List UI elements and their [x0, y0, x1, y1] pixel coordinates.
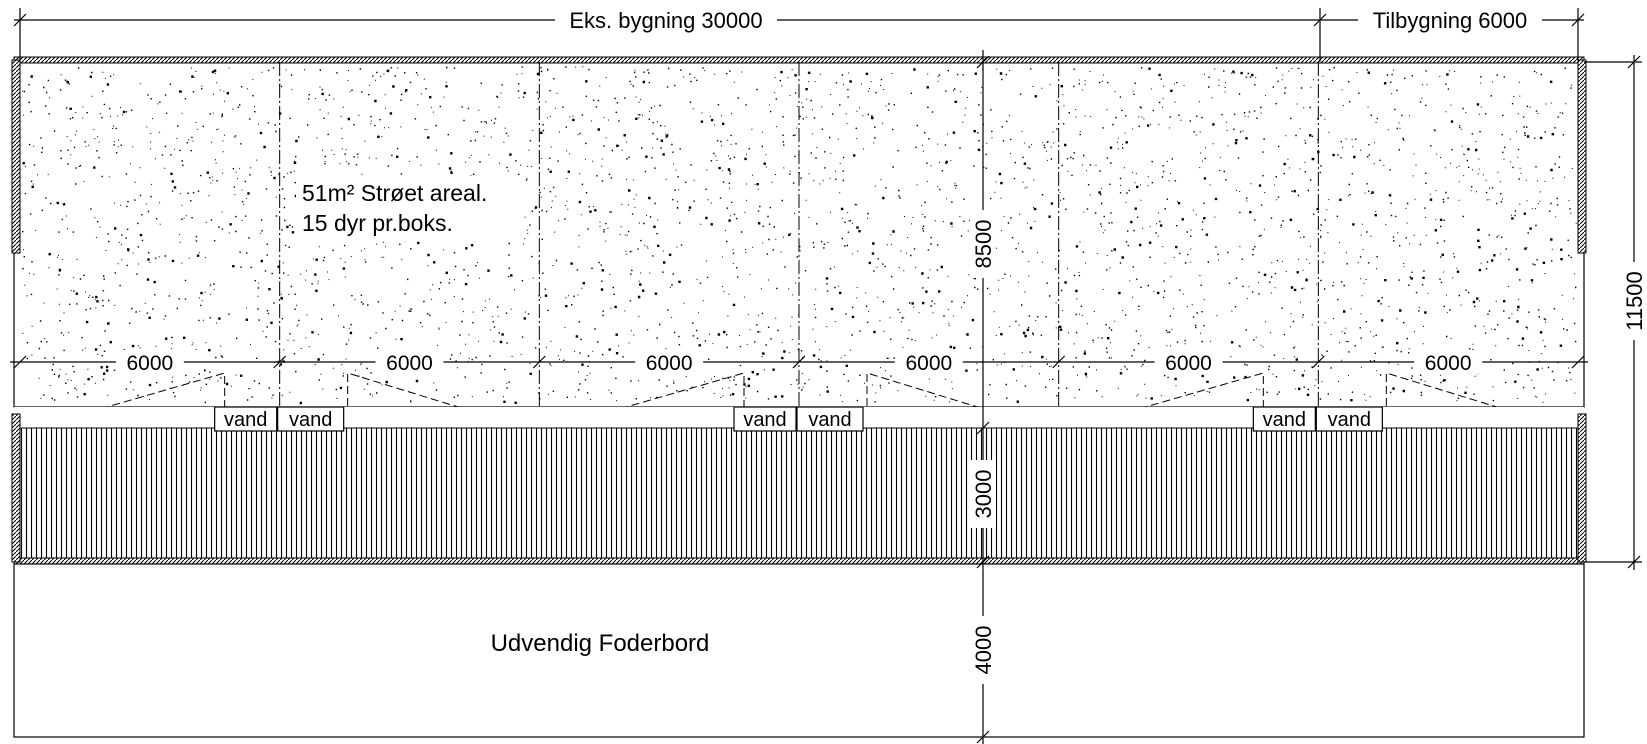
bay-width-label: 6000 — [1165, 352, 1212, 375]
dim-tick — [532, 355, 546, 369]
water-label: vand — [224, 409, 267, 431]
feed-rail-strip — [19, 427, 1579, 561]
water-label: vand — [1328, 409, 1371, 431]
water-label: vand — [289, 409, 332, 431]
feed-alley-bottom-edge — [13, 557, 1585, 565]
feed-alley-right-wall — [1577, 413, 1587, 563]
water-troughs: vand vand vand vand vand vand — [214, 406, 1383, 432]
water-label: vand — [1263, 409, 1306, 431]
water-trough: vand — [277, 406, 345, 432]
water-trough: vand — [1252, 406, 1316, 432]
water-trough: vand — [733, 406, 797, 432]
water-label: vand — [808, 409, 851, 431]
feed-alley-left-wall — [11, 413, 21, 563]
dim-tick — [273, 355, 287, 369]
bay-dimension-line: 6000 6000 6000 6000 6000 6000 — [10, 350, 1588, 375]
dim-tick — [1571, 355, 1585, 369]
water-trough: vand — [214, 406, 278, 432]
bay-width-label: 6000 — [126, 352, 173, 375]
bedding-right-wall — [1577, 59, 1587, 254]
area-note-line2: 15 dyr pr.boks. — [302, 210, 453, 236]
area-note-line1: 51m² Strøet areal. — [302, 180, 487, 206]
dim-tick — [1311, 355, 1325, 369]
area-note: 51m² Strøet areal. 15 dyr pr.boks. — [296, 176, 522, 241]
water-trough: vand — [1315, 406, 1383, 432]
top-dimension — [13, 8, 1585, 62]
total-depth-dim: 11500 — [1622, 271, 1647, 331]
bay-width-label: 6000 — [646, 352, 693, 375]
existing-building-dim: Eks. bygning 30000 — [569, 8, 762, 33]
bedding-left-wall — [11, 59, 21, 254]
extension-dim: Tilbygning 6000 — [1373, 8, 1528, 33]
bay-width-label: 6000 — [386, 352, 433, 375]
water-trough: vand — [796, 406, 864, 432]
dim-tick — [1052, 355, 1066, 369]
feed-alley — [11, 407, 1587, 565]
bay-width-label: 6000 — [905, 352, 952, 375]
outdoor-feed-label: Udvendig Foderbord — [491, 630, 710, 657]
outdoor-feed-table — [13, 563, 1585, 738]
outdoor-table-dim: 4000 — [971, 626, 996, 675]
bay-width-label: 6000 — [1425, 352, 1472, 375]
dim-tick — [792, 355, 806, 369]
water-label: vand — [743, 409, 786, 431]
dim-tick — [13, 355, 27, 369]
bay-dividers — [279, 62, 1319, 407]
feed-alley-dim: 3000 — [971, 470, 996, 519]
bedding-depth-dim: 8500 — [971, 220, 996, 269]
